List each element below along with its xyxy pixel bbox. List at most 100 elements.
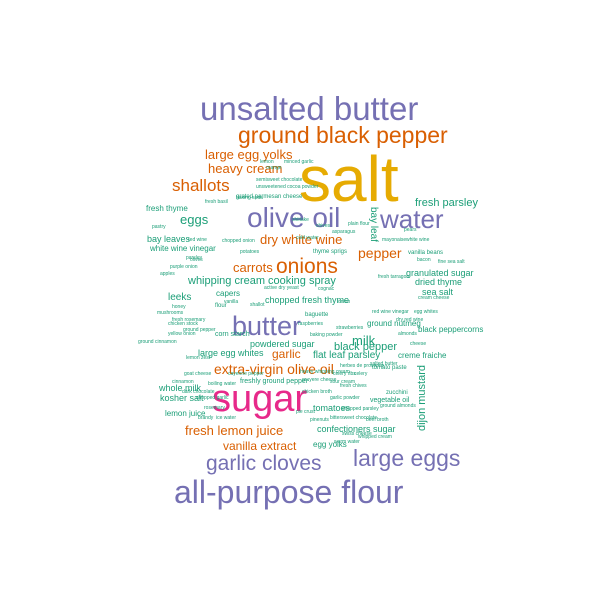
word-kosher-salt: kosher salt bbox=[160, 393, 204, 403]
word-boiling-water: boiling water bbox=[208, 381, 237, 387]
word-whipped-cream: whipped cream bbox=[358, 434, 392, 440]
word-mushrooms: mushrooms bbox=[157, 310, 184, 316]
word-fresh-rosemary: fresh rosemary bbox=[172, 317, 206, 323]
word-red-wine: red wine bbox=[188, 237, 207, 243]
word-baking-soda: baking soda bbox=[236, 195, 263, 201]
word-grated-parmesan-cheese: grated parmesan cheese bbox=[236, 194, 303, 200]
word-chicken-stock: chicken stock bbox=[168, 321, 199, 327]
word-unsalted-butter: unsalted butter bbox=[200, 90, 419, 127]
word-vegetable-oil: vegetable oil bbox=[370, 397, 410, 404]
word-almonds: almonds bbox=[398, 331, 417, 337]
word-unsweetened-cocoa-powder: unsweetened cocoa powder bbox=[256, 184, 319, 190]
word-bittersweet-chocolate: bittersweet chocolate bbox=[330, 415, 377, 421]
word-ground-black-pepper: ground black pepper bbox=[238, 122, 448, 148]
word-baguette: baguette bbox=[305, 312, 329, 318]
word-garlic: garlic bbox=[272, 347, 301, 361]
word-garlic-cloves: garlic cloves bbox=[206, 452, 322, 475]
word-brandy: brandy bbox=[198, 415, 214, 421]
word-large-egg-whites: large egg whites bbox=[198, 348, 264, 358]
word-capers: capers bbox=[216, 289, 241, 298]
word-celery-ribs: celery ribs bbox=[333, 371, 356, 377]
word-dry-white-wine: dry white wine bbox=[260, 232, 343, 247]
word-dijon-mustard: dijon mustard bbox=[416, 365, 428, 432]
word-egg-yolks: egg yolks bbox=[313, 440, 347, 449]
word-large-egg-yolks: large egg yolks bbox=[205, 147, 293, 162]
word-extra-virgin-olive-oil: extra-virgin olive oil bbox=[214, 361, 334, 377]
word-raspberries: raspberries bbox=[298, 321, 324, 327]
word-white-wine-vinegar: white wine vinegar bbox=[150, 244, 216, 253]
word-chopped-onion: chopped onion bbox=[222, 238, 255, 244]
word-powdered-sugar: powdered sugar bbox=[250, 339, 315, 349]
word-shiitake: shiitake bbox=[292, 217, 309, 223]
word-gruyere-cheese: gruyere cheese bbox=[302, 377, 337, 383]
word-fresh-tarragon: fresh tarragon bbox=[378, 274, 410, 280]
word-shallots: shallots bbox=[172, 176, 230, 195]
word-olive-oil: olive oil bbox=[247, 202, 341, 233]
word-swiss-cheese: swiss cheese bbox=[342, 431, 372, 437]
word-eggs: eggs bbox=[180, 212, 209, 227]
word-herbes-de-provence: herbes de provence bbox=[340, 363, 385, 369]
word-zucchini: zucchini bbox=[386, 390, 408, 396]
word-baking-powder: baking powder bbox=[310, 332, 343, 338]
word-shallot: shallot bbox=[250, 302, 265, 308]
word-parsley: parsley bbox=[186, 255, 203, 261]
word-fresh-lemon-juice: fresh lemon juice bbox=[185, 423, 284, 438]
word-salt: salt bbox=[299, 143, 399, 215]
word-salted-butter: salted butter bbox=[370, 361, 398, 367]
word-heavy-cream: heavy cream bbox=[208, 161, 283, 176]
word-fresh-parsley: fresh parsley bbox=[415, 197, 478, 209]
word-asparagus: asparagus bbox=[332, 229, 356, 235]
word-dried-thyme: dried thyme bbox=[415, 277, 463, 287]
word-yellow-onion: yellow onion bbox=[168, 331, 196, 337]
word-purple-onion: purple onion bbox=[170, 264, 198, 270]
word-pinenuts: pinenuts bbox=[310, 417, 329, 423]
word-sour-cream: sour cream bbox=[330, 379, 356, 385]
word-cinnamon: cinnamon bbox=[172, 379, 194, 385]
word-sugar: sugar bbox=[212, 378, 308, 420]
word-chicken-broth: chicken broth bbox=[302, 389, 332, 395]
word-fresh-chives: fresh chives bbox=[340, 383, 367, 389]
word-dry-red-wine: dry red wine bbox=[396, 317, 424, 323]
word-freshly-ground-pepper: freshly ground pepper bbox=[240, 378, 309, 385]
word-flour: flour bbox=[215, 303, 227, 309]
word-dark-chocolate: dark chocolate bbox=[182, 389, 215, 395]
word-black-pepper: black pepper bbox=[334, 341, 397, 353]
word-beef-broth: beef broth bbox=[366, 417, 389, 423]
word-milk: milk bbox=[352, 333, 376, 348]
word-pie-crust: pie crust bbox=[296, 409, 315, 415]
word-bay-leaves: bay leaves bbox=[147, 234, 191, 244]
word-cooking-spray: cooking spray bbox=[268, 275, 336, 287]
word-active-dry-yeast: active dry yeast bbox=[264, 285, 299, 291]
word-bay-leaf: bay leaf bbox=[368, 207, 379, 243]
word-cayenne-pepper: cayenne pepper bbox=[228, 371, 264, 377]
word-fine-sea-salt: fine sea salt bbox=[438, 259, 465, 265]
word-onion: onion bbox=[338, 299, 351, 305]
word-sea-salt: sea salt bbox=[422, 287, 454, 297]
word-lemon-zest: lemon zest bbox=[186, 355, 211, 361]
word-vanilla: vanilla bbox=[224, 299, 239, 305]
word-chopped-garlic: chopped garlic bbox=[196, 395, 229, 401]
word-vanilla-extract: vanilla extract bbox=[223, 439, 297, 453]
word-garlic-powder: garlic powder bbox=[330, 395, 360, 401]
word-large-eggs: large eggs bbox=[353, 445, 461, 471]
word-pastry: pastry bbox=[152, 224, 166, 230]
word-rosemary: rosemary bbox=[204, 405, 225, 411]
word-black-peppercorns: black peppercorns bbox=[418, 325, 484, 334]
word-whole-milk: whole milk bbox=[159, 383, 202, 393]
word-pepper: pepper bbox=[358, 245, 402, 261]
word-bacon: bacon bbox=[417, 257, 431, 263]
word-celery: celery bbox=[354, 371, 368, 377]
word-ground-cinnamon: ground cinnamon bbox=[138, 339, 177, 345]
word-chopped-parsley: chopped parsley bbox=[342, 406, 379, 412]
word-leeks: leeks bbox=[168, 292, 192, 303]
word-granulated-sugar: granulated sugar bbox=[406, 268, 474, 278]
word-flat-leaf-parsley: flat leaf parsley bbox=[313, 350, 381, 361]
word-tomato-paste: tomato paste bbox=[372, 365, 407, 371]
word-chives: chives bbox=[316, 223, 331, 229]
word-onions: onions bbox=[276, 255, 338, 278]
word-minced-garlic: minced garlic bbox=[284, 159, 314, 165]
word-cream-cheese: cream cheese bbox=[418, 295, 450, 301]
word-tomatoes: tomatoes bbox=[313, 403, 351, 413]
word-potatoes: potatoes bbox=[240, 249, 260, 255]
word-orange: orange bbox=[266, 165, 282, 171]
